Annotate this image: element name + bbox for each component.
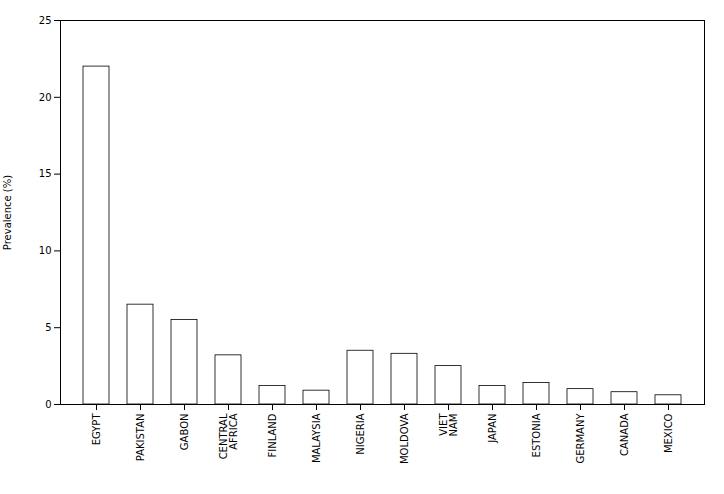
svg-text:5: 5 — [45, 322, 51, 333]
svg-text:Prevalence (%): Prevalence (%) — [2, 175, 13, 250]
svg-text:NIGERIA: NIGERIA — [355, 413, 366, 454]
svg-text:MOLDOVA: MOLDOVA — [399, 413, 410, 464]
svg-text:20: 20 — [39, 92, 52, 103]
svg-text:25: 25 — [39, 15, 52, 26]
svg-text:EGYPT: EGYPT — [91, 413, 102, 446]
svg-text:0: 0 — [45, 399, 51, 410]
svg-text:ESTONIA: ESTONIA — [531, 413, 542, 457]
svg-text:10: 10 — [39, 245, 52, 256]
svg-text:FINLAND: FINLAND — [267, 413, 278, 457]
svg-text:PAKISTAN: PAKISTAN — [135, 414, 146, 462]
svg-text:CENTRALAFRICA: CENTRALAFRICA — [218, 413, 239, 459]
svg-text:15: 15 — [39, 168, 52, 179]
svg-text:GABON: GABON — [179, 414, 190, 451]
svg-text:MEXICO: MEXICO — [663, 413, 674, 453]
svg-text:VIETNAM: VIETNAM — [438, 413, 459, 437]
svg-text:JAPAN: JAPAN — [487, 414, 498, 444]
svg-text:CANADA: CANADA — [619, 413, 630, 456]
svg-text:GERMANY: GERMANY — [575, 413, 586, 464]
svg-text:MALAYSIA: MALAYSIA — [311, 413, 322, 463]
